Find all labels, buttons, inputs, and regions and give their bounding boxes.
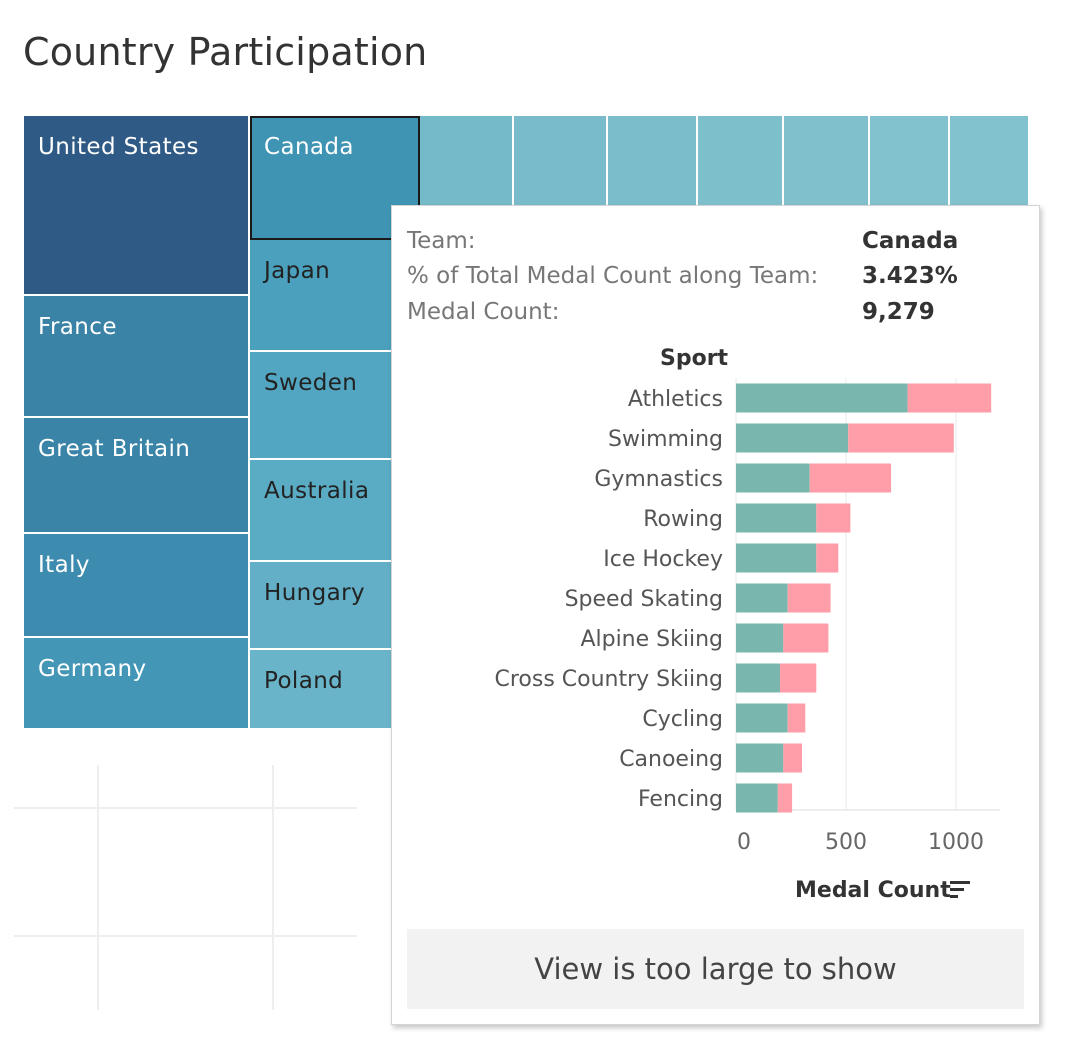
treemap-tile-unlabeled[interactable] xyxy=(698,116,784,208)
tooltip-team-value: Canada xyxy=(862,228,959,254)
view-too-large-message: View is too large to show xyxy=(407,929,1024,1009)
bar-segment-secondary xyxy=(787,583,831,613)
tooltip-pct-key: % of Total Medal Count along Team: xyxy=(407,263,819,289)
bar-segment-secondary xyxy=(809,463,892,493)
bar-segment-secondary xyxy=(907,383,992,413)
bar-segment-primary xyxy=(736,623,784,653)
bar-segment-secondary xyxy=(783,743,802,773)
bar-segment-primary xyxy=(736,543,817,573)
x-tick-label: 1000 xyxy=(928,830,984,855)
bar-segment-primary xyxy=(736,503,817,533)
bar-segment-primary xyxy=(736,783,778,813)
treemap-tile-unlabeled[interactable] xyxy=(420,116,514,208)
x-tick-label: 0 xyxy=(737,830,751,855)
background-gridline xyxy=(97,765,99,1010)
bar-segment-primary xyxy=(736,743,784,773)
bar-segment-secondary xyxy=(777,783,793,813)
treemap-tile-unlabeled[interactable] xyxy=(514,116,608,208)
bar-segment-secondary xyxy=(787,703,806,733)
bar-segment-primary xyxy=(736,663,780,693)
treemap-tile-unlabeled[interactable] xyxy=(608,116,698,208)
sport-label: Swimming xyxy=(608,427,723,452)
chart-sport-header: Sport xyxy=(660,346,729,371)
tile-label: Japan xyxy=(264,258,331,284)
sport-label: Athletics xyxy=(628,387,723,412)
treemap-tile-france[interactable]: France xyxy=(24,296,250,418)
tooltip-pct-value: 3.423% xyxy=(862,263,958,289)
tile-label: Australia xyxy=(264,478,370,504)
tile-label: Sweden xyxy=(264,370,358,396)
bar-segment-primary xyxy=(736,583,788,613)
tooltip-team-key: Team: xyxy=(407,228,476,254)
treemap-tile-great-britain[interactable]: Great Britain xyxy=(24,418,250,534)
sport-label: Cycling xyxy=(642,707,723,732)
sport-label: Alpine Skiing xyxy=(580,627,723,652)
sport-label: Speed Skating xyxy=(565,587,723,612)
sport-label: Rowing xyxy=(643,507,723,532)
x-axis-title: Medal Count xyxy=(795,878,951,903)
tooltip: Team: Canada % of Total Medal Count alon… xyxy=(391,205,1040,1025)
treemap-tile-germany[interactable]: Germany xyxy=(24,638,250,730)
bar-segment-secondary xyxy=(816,543,839,573)
sort-icon[interactable] xyxy=(950,878,972,900)
tile-label: Poland xyxy=(264,668,344,694)
tile-label: France xyxy=(38,314,117,340)
sport-label: Gymnastics xyxy=(594,467,723,492)
sport-label: Cross Country Skiing xyxy=(494,667,723,692)
treemap-tile-unlabeled[interactable] xyxy=(870,116,950,208)
background-gridline xyxy=(272,765,274,1010)
tile-label: Canada xyxy=(264,134,354,160)
bar-segment-primary xyxy=(736,463,810,493)
tile-label: Great Britain xyxy=(38,436,191,462)
sport-label: Fencing xyxy=(638,787,723,812)
background-gridline xyxy=(14,807,357,809)
sport-label: Canoeing xyxy=(619,747,723,772)
page-title: Country Participation xyxy=(23,30,428,74)
treemap-tile-united-states[interactable]: United States xyxy=(24,116,250,296)
bar-segment-primary xyxy=(736,423,849,453)
sport-label: Ice Hockey xyxy=(603,547,723,572)
tooltip-team-row: Team: Canada xyxy=(407,228,958,254)
sport-bar-chart: Athletics Swimming Gymnastics Rowing Ice Hoc… xyxy=(494,378,1000,855)
x-tick-label: 500 xyxy=(825,830,867,855)
background-gridline xyxy=(14,935,357,937)
tile-label: Italy xyxy=(38,552,90,578)
treemap-tile-unlabeled[interactable] xyxy=(950,116,1028,208)
tooltip-medal-value: 9,279 xyxy=(862,299,935,325)
bar-segment-secondary xyxy=(848,423,954,453)
tile-label: Germany xyxy=(38,656,147,682)
tooltip-pct-row: % of Total Medal Count along Team: 3.423… xyxy=(407,263,958,289)
bar-segment-secondary xyxy=(780,663,817,693)
bar-segment-secondary xyxy=(816,503,851,533)
tooltip-medal-key: Medal Count: xyxy=(407,299,560,325)
tile-label: Hungary xyxy=(264,580,366,606)
bar-segment-primary xyxy=(736,383,908,413)
bar-segment-primary xyxy=(736,703,788,733)
tooltip-medal-row: Medal Count: 9,279 xyxy=(407,299,935,325)
treemap-tile-unlabeled[interactable] xyxy=(784,116,870,208)
treemap-tile-italy[interactable]: Italy xyxy=(24,534,250,638)
bar-segment-secondary xyxy=(783,623,829,653)
tile-label: United States xyxy=(38,134,199,160)
